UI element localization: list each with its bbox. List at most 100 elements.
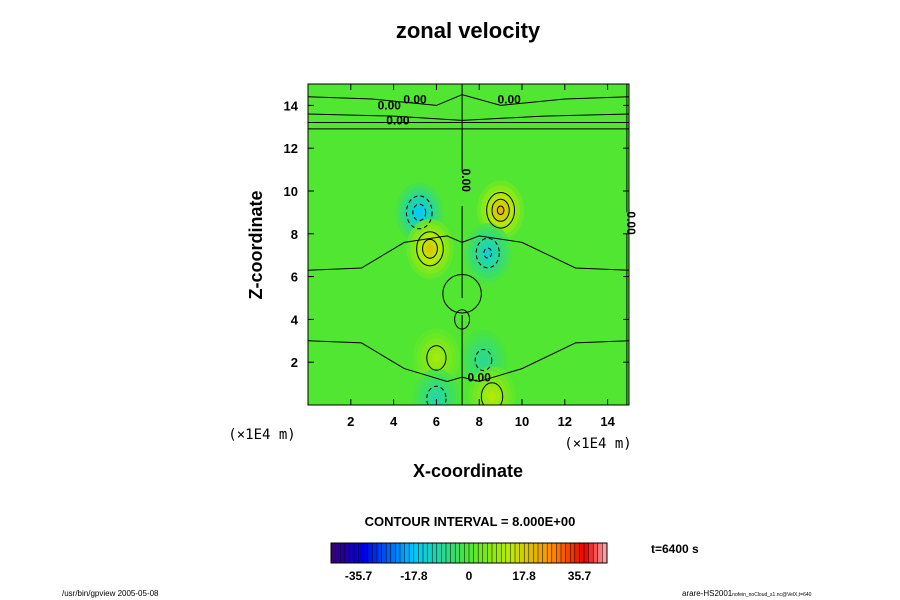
colorbar-tick-label: 0: [466, 569, 473, 583]
colorbar: -35.7 -17.8 0 17.8 35.7: [330, 542, 608, 583]
x-tick-label: 8: [476, 414, 483, 429]
colorbar-stripe: [551, 543, 557, 563]
colorbar-stripe: [390, 543, 396, 563]
colorbar-stripe: [469, 543, 474, 563]
colorbar-stripe: [395, 543, 401, 563]
colorbar-stripe: [492, 543, 497, 563]
contour-labels: 0.000.00 0.000.000.000.000.00: [378, 92, 638, 384]
contour-line: [486, 191, 516, 229]
colorbar-stripe: [367, 543, 373, 563]
y-tick-label: 10: [284, 184, 298, 199]
colorbar-stripe: [533, 543, 539, 563]
colorbar-stripe: [455, 543, 461, 563]
colorbar-stripe: [441, 543, 447, 563]
x-tick-label: 12: [558, 414, 572, 429]
contour-label: 0.00: [468, 370, 492, 384]
x-tick-label: 6: [433, 414, 440, 429]
colorbar-stripe: [547, 543, 553, 563]
colorbar-stripe: [349, 543, 355, 563]
x-axis-unit: (×1E4 m): [564, 436, 631, 452]
colorbar-stripe: [487, 543, 493, 563]
colorbar-stripe: [413, 543, 419, 563]
x-tick-label: 14: [600, 414, 615, 429]
contour-line: [475, 237, 500, 269]
colorbar-stripe: [524, 543, 530, 563]
contour-line: [480, 382, 504, 405]
colorbar-stripe: [432, 543, 438, 563]
colorbar-stripe: [418, 543, 424, 563]
colorbar-stripe: [570, 543, 576, 563]
colorbar-stripe: [400, 543, 405, 563]
colorbar-stripes: [330, 543, 608, 563]
field-anomaly-ring: [415, 207, 424, 218]
colorbar-stripe: [335, 543, 341, 563]
contour-line-zero: [442, 273, 482, 314]
y-axis-unit: (×1E4 m): [228, 427, 295, 443]
colorbar-tick-label: -35.7: [345, 569, 373, 583]
y-tick-label: 6: [291, 270, 298, 285]
colorbar-frame: [330, 542, 608, 564]
x-tick-label: 4: [390, 414, 398, 429]
y-tick-label: 12: [284, 141, 298, 156]
contour-line-zero: [454, 309, 471, 330]
x-tick-label: 2: [347, 414, 354, 429]
colorbar-stripe: [519, 543, 525, 563]
colorbar-stripe: [588, 543, 594, 563]
field-anomaly: [464, 223, 512, 284]
colorbar-stripe: [515, 543, 520, 563]
colorbar-stripe: [528, 543, 534, 563]
colorbar-stripe: [464, 543, 470, 563]
colorbar-stripe: [344, 543, 350, 563]
colorbar-stripe: [478, 543, 484, 563]
colorbar-stripe: [556, 543, 562, 563]
colorbar-tick-labels: -35.7 -17.8 0 17.8 35.7: [345, 569, 592, 583]
colorbar-stripe: [565, 543, 571, 563]
x-tick-label: 10: [515, 414, 529, 429]
contour-line: [416, 231, 444, 267]
contour-label: 0.00: [386, 114, 410, 128]
contour-label: 0.00: [378, 99, 402, 113]
y-axis-label: Z-coordinate: [246, 190, 266, 299]
y-axis-ticks: 2 4 6 8 10 12 14: [284, 98, 629, 370]
field-anomaly-ring: [426, 243, 434, 254]
colorbar-tick-label: -17.8: [400, 569, 428, 583]
colorbar-stripe: [331, 543, 336, 563]
colorbar-stripe: [501, 543, 507, 563]
velocity-field: [308, 84, 629, 405]
colorbar-tick-label: 35.7: [568, 569, 592, 583]
colorbar-stripe: [574, 543, 580, 563]
footer-source: arare-HS2001nofein_noCloud_s1.nc@VelX,t=…: [682, 589, 811, 598]
y-tick-label: 8: [291, 227, 298, 242]
colorbar-stripe: [510, 543, 516, 563]
contour-label: 0.00: [624, 211, 638, 235]
colorbar-stripe: [340, 543, 346, 563]
contour-label: 0.00: [403, 92, 427, 106]
x-axis-ticks: 2 4 6 8 10 12 14: [347, 84, 616, 429]
colorbar-stripe: [561, 543, 566, 563]
field-anomaly: [406, 218, 454, 279]
contour-line: [405, 195, 433, 230]
footer-source-main: arare-HS2001: [682, 589, 733, 598]
y-tick-label: 4: [291, 312, 299, 327]
y-tick-label: 2: [291, 355, 298, 370]
field-anomaly-ring: [496, 205, 505, 216]
plot-area: 0.000.00 0.000.000.000.000.00 2 4 6 8 10 12 14 …: [284, 83, 638, 429]
colorbar-stripe: [584, 543, 589, 563]
colorbar-stripe: [363, 543, 369, 563]
contour-line: [412, 203, 427, 222]
field-anomaly-ring: [483, 248, 492, 259]
colorbar-stripe: [505, 543, 511, 563]
colorbar-stripe: [459, 543, 465, 563]
contour-line: [474, 349, 493, 372]
colorbar-stripe: [542, 543, 548, 563]
field-anomaly-ring: [432, 393, 441, 404]
colorbar-stripe: [372, 543, 378, 563]
colorbar-stripe: [427, 543, 433, 563]
contour-line: [422, 238, 438, 259]
colorbar-stripe: [538, 543, 543, 563]
footer-command: /usr/bin/gpview 2005-05-08: [62, 589, 159, 598]
colorbar-stripe: [602, 543, 608, 563]
colorbar-stripe: [496, 543, 502, 563]
contour-label: 0.00: [459, 169, 473, 193]
